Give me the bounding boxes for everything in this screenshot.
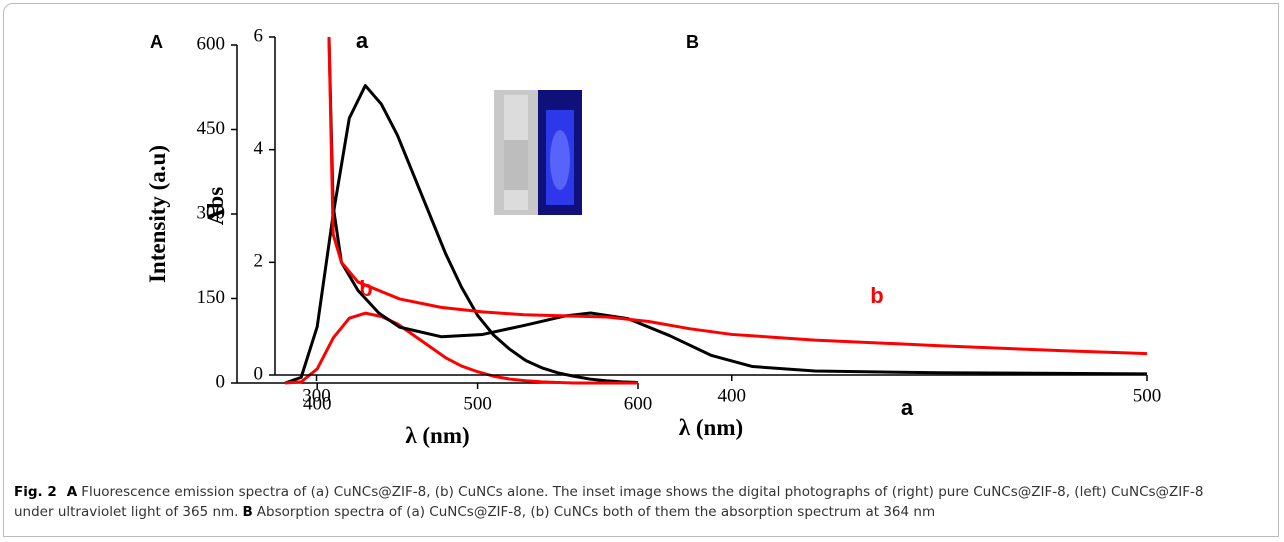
y-axis-label: Abs <box>203 187 228 225</box>
y-tick-label: 2 <box>254 251 264 272</box>
curve-label: a <box>901 395 914 420</box>
panel-label: A <box>150 32 163 52</box>
caption-segment: B <box>242 504 253 520</box>
curve-label: b <box>870 283 883 308</box>
x-axis-label: λ (nm) <box>405 423 469 448</box>
caption-segment: Fig. 2 <box>14 484 57 500</box>
caption: Fig. 2 A Fluorescence emission spectra of … <box>14 482 1244 522</box>
x-tick-label: 400 <box>303 393 332 414</box>
y-tick-label: 6 <box>254 25 264 46</box>
y-tick-label: 300 <box>197 202 226 223</box>
x-tick-label: 500 <box>1133 385 1162 406</box>
x-tick-label: 600 <box>624 393 653 414</box>
x-tick-label: 400 <box>718 385 747 406</box>
y-axis-label: Intensity (a.u) <box>145 145 170 283</box>
caption-segment: Absorption spectra of (a) CuNCs@ZIF-8, (… <box>256 504 936 520</box>
caption-segment: Fluorescence emission spectra of (a) CuN… <box>14 484 1204 520</box>
y-tick-label: 4 <box>254 138 264 159</box>
figure-frame <box>3 3 1279 537</box>
inset-photo <box>494 90 582 215</box>
series-line <box>327 36 1148 376</box>
y-tick-label: 600 <box>197 33 226 54</box>
x-tick-label: 500 <box>463 393 492 414</box>
y-tick-label: 0 <box>216 371 226 392</box>
x-tick-label: 300 <box>302 385 331 406</box>
x-axis-label: λ (nm) <box>679 415 743 440</box>
series-line <box>285 311 638 385</box>
y-tick-label: 0 <box>254 363 264 384</box>
y-tick-label: 150 <box>197 287 226 308</box>
chart: 400 500 600 0 150 300 450 600 λ (nm) Intensity (a… <box>145 25 1162 448</box>
curve-label: a <box>356 28 369 53</box>
caption-segment: A <box>66 484 78 500</box>
y-tick-label: 450 <box>197 118 226 139</box>
series-line <box>327 36 1148 356</box>
panel-label: B <box>686 32 699 52</box>
series-line <box>284 84 639 385</box>
